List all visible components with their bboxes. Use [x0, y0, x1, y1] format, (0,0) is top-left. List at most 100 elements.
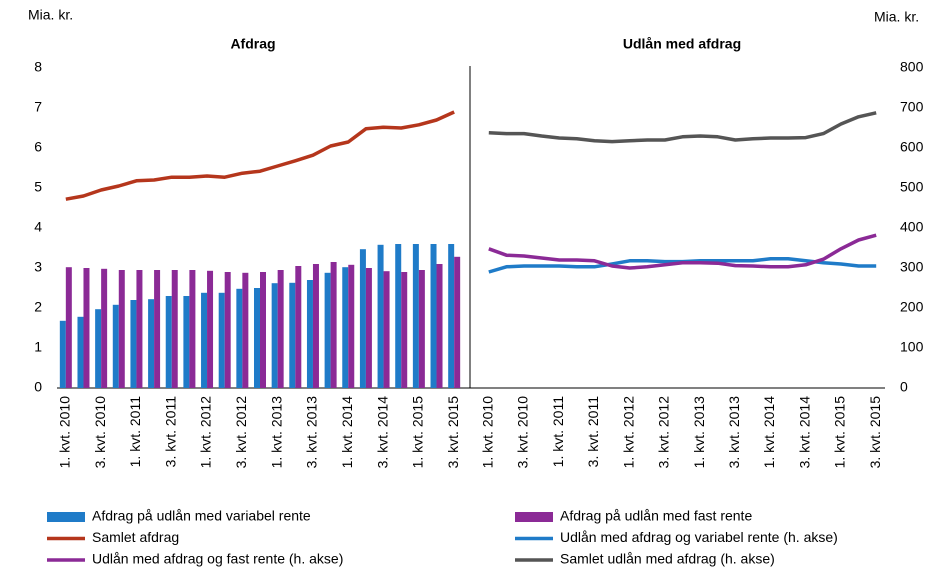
y-tick-label: 7: [34, 99, 42, 115]
legend-label: Afdrag på udlån med variabel rente: [92, 508, 311, 524]
x-tick-label: 3. kvt. 2015: [445, 396, 461, 469]
bar: [59, 320, 66, 388]
y-axis-label: Mia. kr.: [28, 7, 73, 23]
y2-tick-label: 800: [900, 59, 924, 75]
x-tick-label: 1. kvt. 2014: [339, 396, 355, 469]
line: [65, 110, 455, 201]
bar: [101, 268, 108, 388]
legend-label: Samlet udlån med afdrag (h. akse): [560, 551, 775, 567]
bar: [448, 244, 455, 388]
x-tick-label: 1. kvt. 2013: [268, 396, 284, 469]
line: [488, 111, 877, 144]
y2-tick-label: 0: [900, 379, 908, 395]
bar: [83, 268, 90, 388]
x-tick-label: 1. kvt. 2011: [127, 396, 143, 468]
y-tick-label: 2: [34, 299, 42, 315]
bar: [454, 256, 461, 388]
bar: [342, 267, 349, 388]
bar: [395, 244, 402, 388]
y2-tick-label: 300: [900, 259, 924, 275]
x-tick-label: 3. kvt. 2012: [233, 396, 249, 469]
y-tick-label: 5: [34, 179, 42, 195]
bar: [207, 270, 214, 388]
x-tick-label: 3. kvt. 2014: [796, 396, 812, 469]
legend-label: Udlån med afdrag og variabel rente (h. a…: [560, 529, 838, 545]
bar: [277, 270, 284, 388]
bar: [218, 292, 225, 388]
x-tick-label: 1. kvt. 2015: [832, 396, 848, 469]
bar: [289, 282, 296, 388]
bar: [365, 268, 372, 388]
y2-tick-label: 400: [900, 219, 924, 235]
x-tick-label: 3. kvt. 2010: [515, 396, 531, 469]
y-tick-label: 8: [34, 59, 42, 75]
x-tick-label: 3. kvt. 2011: [162, 396, 178, 468]
x-tick-label: 3. kvt. 2015: [867, 396, 883, 469]
bar: [383, 271, 390, 388]
bar: [136, 270, 143, 388]
bar: [165, 296, 172, 388]
legend-label: Udlån med afdrag og fast rente (h. akse): [92, 551, 343, 567]
bar: [254, 288, 260, 388]
bar: [377, 244, 384, 388]
panel-title: Udlån med afdrag: [623, 36, 741, 52]
bar: [236, 288, 243, 388]
bar: [401, 272, 408, 388]
y2-tick-label: 200: [900, 299, 924, 315]
bar: [183, 296, 190, 388]
x-tick-label: 3. kvt. 2011: [585, 396, 601, 468]
x-tick-label: 1. kvt. 2011: [550, 396, 566, 468]
x-tick-label: 3. kvt. 2012: [656, 396, 672, 469]
bar: [112, 304, 119, 388]
bar: [324, 272, 331, 388]
bar: [412, 244, 419, 388]
x-tick-label: 3. kvt. 2013: [304, 396, 320, 469]
x-tick-label: 1. kvt. 2013: [691, 396, 707, 469]
bar: [295, 266, 302, 388]
y2-tick-label: 700: [900, 99, 924, 115]
y-tick-label: 1: [34, 339, 42, 355]
bar: [348, 264, 355, 388]
legend-swatch: [515, 512, 553, 522]
bar: [77, 316, 84, 388]
bar: [271, 283, 278, 388]
x-tick-label: 3. kvt. 2014: [374, 396, 390, 469]
bar: [418, 270, 425, 388]
bar: [65, 267, 72, 388]
bar: [260, 272, 266, 388]
bar: [148, 299, 155, 388]
bar: [95, 309, 102, 388]
bar: [171, 270, 178, 388]
bar: [154, 270, 161, 388]
bar: [201, 292, 208, 388]
bar: [436, 264, 443, 388]
bar: [430, 244, 437, 388]
x-tick-label: 3. kvt. 2013: [726, 396, 742, 469]
y2-tick-label: 500: [900, 179, 924, 195]
x-tick-label: 1. kvt. 2010: [57, 396, 73, 469]
y-tick-label: 0: [34, 379, 42, 395]
x-tick-label: 1. kvt. 2010: [480, 396, 496, 469]
x-tick-label: 1. kvt. 2014: [761, 396, 777, 469]
y2-axis-label: Mia. kr.: [874, 9, 919, 25]
legend-label: Samlet afdrag: [92, 529, 179, 545]
bar: [306, 280, 313, 388]
line: [488, 233, 877, 270]
bar: [118, 270, 125, 388]
y-tick-label: 3: [34, 259, 42, 275]
bar: [330, 262, 337, 388]
bar: [242, 272, 249, 388]
x-tick-label: 1. kvt. 2015: [410, 396, 426, 469]
panel-title: Afdrag: [230, 36, 275, 52]
bar: [224, 272, 231, 388]
bar: [189, 270, 196, 388]
x-tick-label: 1. kvt. 2012: [198, 396, 214, 469]
bar: [130, 300, 137, 388]
y2-tick-label: 600: [900, 139, 924, 155]
legend-swatch: [47, 512, 85, 522]
legend-label: Afdrag på udlån med fast rente: [560, 508, 752, 524]
bar: [359, 249, 366, 388]
x-tick-label: 1. kvt. 2012: [620, 396, 636, 469]
